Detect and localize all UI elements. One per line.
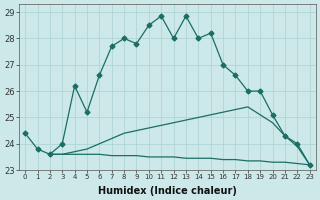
X-axis label: Humidex (Indice chaleur): Humidex (Indice chaleur) <box>98 186 237 196</box>
